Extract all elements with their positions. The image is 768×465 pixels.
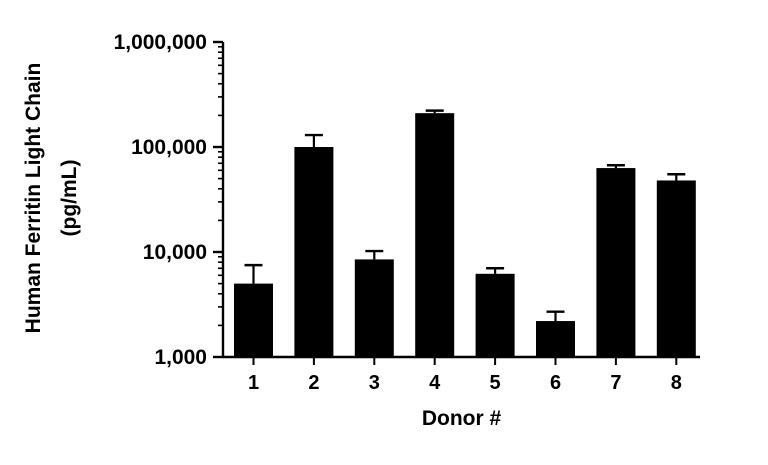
svg-text:8: 8 [671, 372, 682, 394]
svg-text:10,000: 10,000 [143, 241, 207, 264]
svg-text:1,000: 1,000 [154, 346, 207, 369]
svg-text:1: 1 [248, 372, 259, 394]
svg-text:Human Ferritin Light Chain: Human Ferritin Light Chain [22, 63, 45, 334]
svg-text:100,000: 100,000 [131, 136, 207, 159]
svg-text:7: 7 [610, 372, 621, 394]
svg-text:6: 6 [550, 372, 561, 394]
svg-text:5: 5 [490, 372, 501, 394]
svg-text:3: 3 [369, 372, 380, 394]
svg-text:(pg/mL): (pg/mL) [58, 160, 81, 237]
svg-text:Donor #: Donor # [422, 407, 502, 430]
svg-text:1,000,000: 1,000,000 [114, 31, 207, 54]
svg-text:2: 2 [308, 372, 319, 394]
svg-text:4: 4 [429, 372, 441, 394]
